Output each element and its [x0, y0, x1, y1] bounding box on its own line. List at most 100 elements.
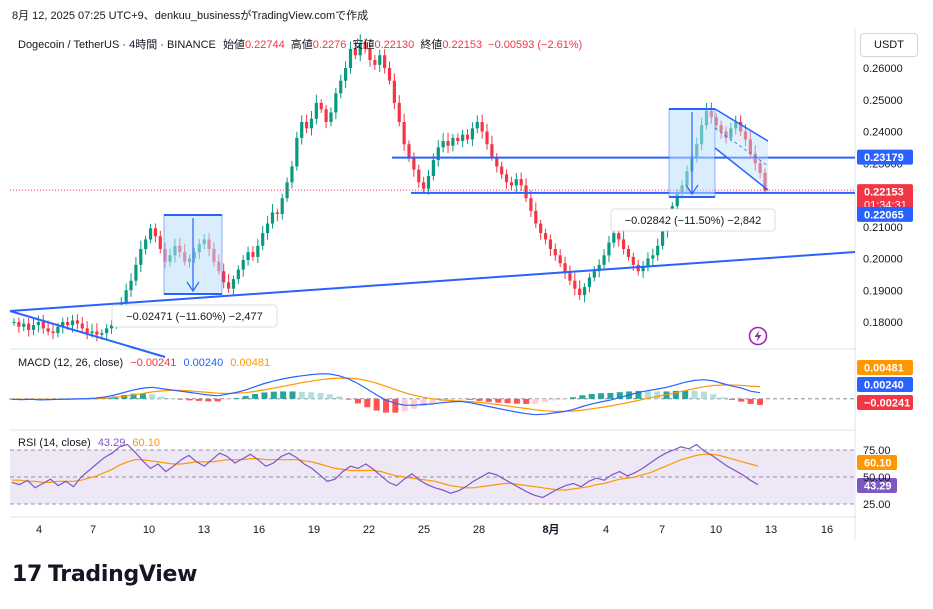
macd-histogram-bar: [607, 392, 614, 399]
open-value: 0.22744: [244, 39, 285, 51]
macd-badge-value: 0.00481: [864, 363, 904, 375]
candle-body: [578, 288, 582, 296]
candle-body: [553, 248, 557, 256]
candle-body: [314, 102, 318, 119]
candle-body: [573, 280, 577, 289]
candle-body: [558, 255, 562, 264]
macd-title[interactable]: MACD (12, 26, close): [18, 357, 124, 369]
candle-body: [582, 287, 587, 296]
candle-body: [129, 280, 133, 291]
price-tick-label: 0.19000: [863, 285, 903, 297]
candle-body: [621, 239, 626, 249]
rsi-line[interactable]: [11, 443, 759, 499]
rsi-title[interactable]: RSI (14, close): [18, 437, 91, 449]
macd-histogram-bar: [747, 398, 754, 404]
candle-body: [592, 271, 596, 278]
candle-body: [646, 258, 650, 267]
candle-body: [348, 48, 353, 68]
open-label: 始値: [222, 39, 245, 51]
rsi-legend[interactable]: RSI (14, close) 43.29 60.10: [18, 437, 160, 449]
rsi-ma-line[interactable]: [12, 453, 759, 491]
candle-body: [734, 121, 738, 129]
macd-legend[interactable]: MACD (12, 26, close) −0.00241 0.00240 0.…: [18, 357, 270, 369]
macd-signal-line[interactable]: [11, 377, 761, 412]
macd-signal-value: 0.00481: [230, 357, 271, 369]
macd-histogram-bar: [205, 398, 212, 402]
ascending-trendline[interactable]: [9, 251, 856, 312]
candle-body: [758, 163, 762, 173]
candle-body: [295, 137, 299, 167]
macd-axis-badge: 0.00481: [857, 360, 913, 375]
candle-body: [465, 134, 470, 140]
candle-body: [461, 134, 465, 142]
candle-body: [17, 322, 21, 327]
candle-body: [529, 198, 533, 211]
price-tick-label: 0.26000: [863, 63, 903, 75]
macd-histogram-bar: [354, 398, 361, 404]
candle-body: [309, 118, 314, 129]
alert-icon[interactable]: [748, 326, 768, 346]
main-pane[interactable]: [10, 34, 855, 342]
descending-trendline[interactable]: [9, 310, 166, 358]
macd-pane[interactable]: 0.00481 0.00240 −0.00241: [9, 360, 913, 416]
candle-body: [719, 125, 723, 132]
candle-body: [626, 248, 631, 257]
candle-body: [222, 271, 226, 283]
candle-body: [236, 269, 240, 280]
candle-body: [524, 185, 528, 199]
macd-histogram-bar: [560, 398, 567, 400]
line-price-badge[interactable]: 0.22065: [857, 206, 913, 222]
price-tick-label: 0.21000: [863, 222, 903, 234]
measure-label[interactable]: −0.02842 (−11.50%) −2,842: [610, 208, 776, 232]
candle-body: [563, 263, 567, 273]
candle-body: [344, 68, 348, 81]
macd-histogram-bar: [672, 390, 679, 399]
candle-body: [226, 282, 231, 289]
candle-body: [456, 137, 460, 142]
candle-body: [378, 55, 382, 65]
candle-body: [319, 102, 323, 110]
macd-histogram-bar: [700, 391, 707, 399]
price-badge-bg: [857, 149, 913, 165]
rsi-pane[interactable]: 60.10 43.29: [10, 443, 897, 505]
candle-body: [617, 233, 621, 240]
macd-histogram-bar: [298, 391, 305, 399]
candle-body: [329, 112, 333, 122]
wedge-upper-line[interactable]: [714, 108, 769, 142]
macd-histogram-bar: [345, 398, 352, 400]
macd-histogram-bar: [691, 390, 698, 399]
candle-body: [22, 323, 26, 327]
symbol-legend[interactable]: Dogecoin / TetherUS · 4時間 · BINANCE 始値0.…: [18, 36, 585, 52]
candle-body: [109, 325, 114, 329]
wedge-lower-line[interactable]: [714, 147, 769, 191]
symbol-name[interactable]: Dogecoin / TetherUS · 4時間 · BINANCE: [18, 39, 216, 51]
drawings-layer[interactable]: −0.02471 (−11.60%) −2,477 −0.02842 (−11.5…: [9, 108, 856, 358]
macd-histogram-bar: [373, 398, 380, 411]
tradingview-logo[interactable]: 17 TradingView: [12, 562, 197, 587]
high-label: 高値: [290, 39, 313, 51]
measure-label-text: −0.02471 (−11.60%) −2,477: [126, 311, 263, 323]
candle-body: [261, 233, 265, 246]
macd-histogram-bar: [757, 398, 763, 405]
currency-button[interactable]: USDT: [860, 33, 918, 57]
time-tick-label: 16: [253, 524, 265, 536]
macd-line[interactable]: [11, 373, 761, 416]
line-price-badge[interactable]: 0.23179: [857, 149, 913, 165]
candle-body: [324, 109, 328, 122]
candle-body: [358, 42, 362, 56]
price-badge-value: 0.23179: [864, 152, 904, 164]
measure-label[interactable]: −0.02471 (−11.60%) −2,477: [111, 304, 278, 328]
candle-body: [66, 322, 70, 326]
candle-body: [612, 233, 616, 243]
candle-body: [61, 322, 65, 327]
price-badge-value: 0.22065: [864, 209, 904, 221]
candle-body: [514, 179, 518, 186]
candle-body: [280, 198, 284, 215]
candle-body: [446, 141, 450, 146]
candle-body: [56, 326, 60, 334]
macd-histogram-bar: [158, 396, 165, 399]
candle-body: [607, 242, 611, 256]
macd-histogram-bar: [710, 394, 717, 399]
